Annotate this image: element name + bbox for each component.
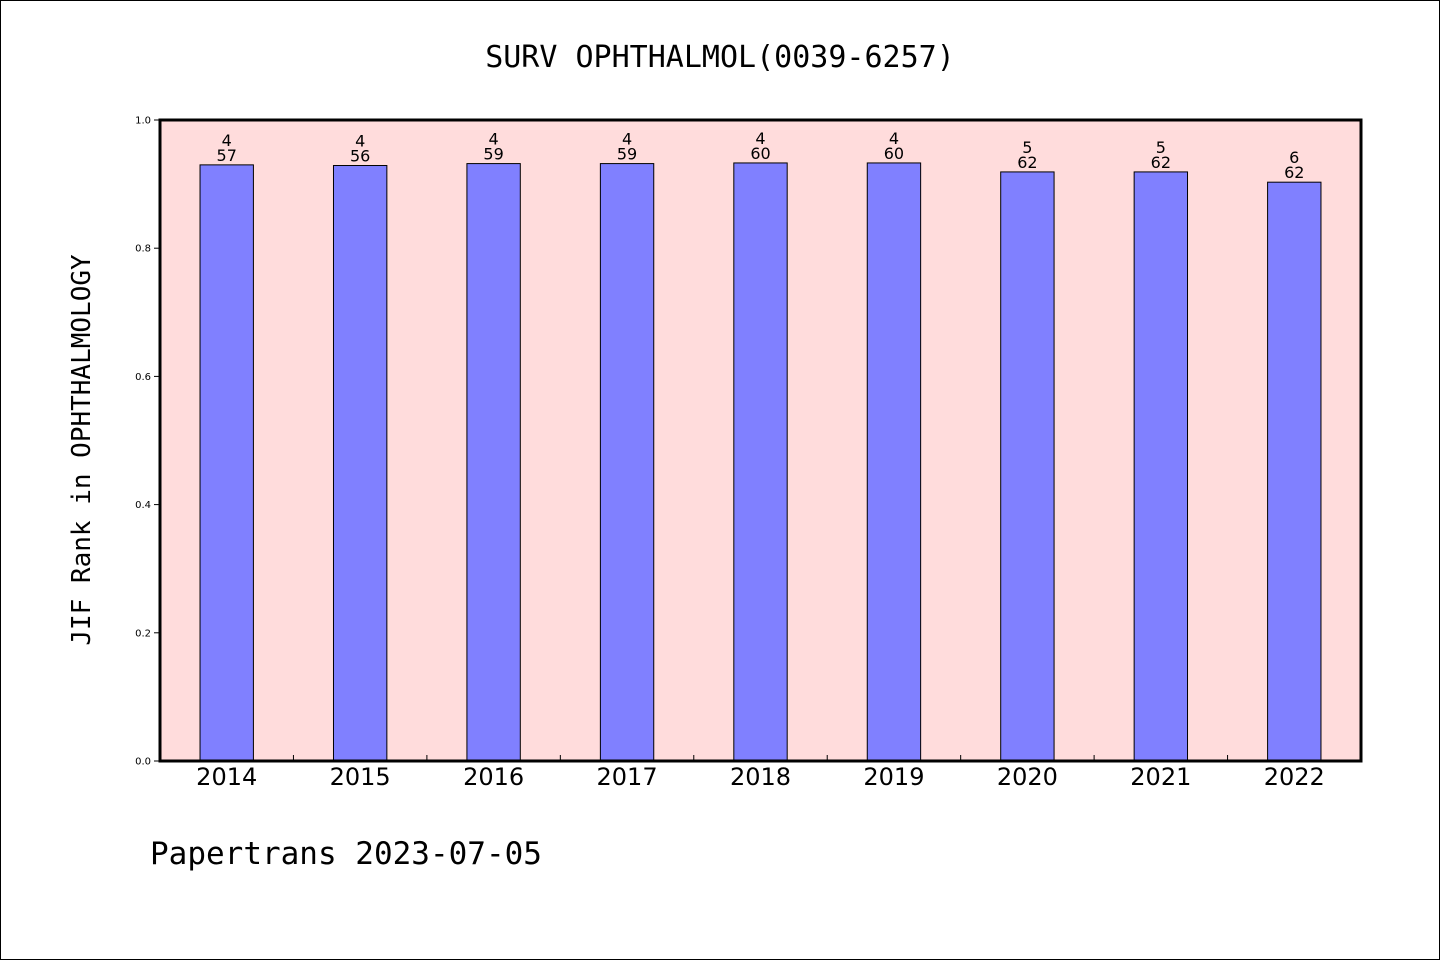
bar-rank-label: 4 [889,129,899,148]
y-tick-label: 0.2 [135,628,151,639]
x-tick-label: 2015 [330,763,391,791]
bar-2018 [733,162,788,762]
bar-rank-label: 4 [355,132,365,151]
bar-total-label: 60 [884,144,904,163]
bar-2020 [1000,171,1055,762]
plot-border [158,118,1363,763]
bar-rank-label: 4 [622,130,632,149]
bar-2017 [599,163,655,762]
x-tick-label: 2021 [1130,763,1191,791]
bar-2019 [866,162,922,762]
bars-group [199,162,1322,762]
x-tick-label: 2018 [730,763,791,791]
bar-2022 [1267,181,1322,762]
bar-total-label: 60 [750,144,770,163]
x-tick-label: 2017 [597,763,658,791]
bar-rank-label: 4 [755,129,765,148]
x-tick-label: 2016 [463,763,524,791]
x-tick-label: 2022 [1264,763,1325,791]
bar-rank-label: 6 [1289,148,1299,167]
y-axis-label: JIF Rank in OPHTHALMOLOGY [67,254,97,646]
bar-rank-label: 4 [222,131,232,150]
x-tick-label: 2019 [863,763,924,791]
y-tick-label: 1.0 [135,116,151,127]
bar-total-label: 62 [1284,163,1304,182]
bar-total-label: 56 [350,147,370,166]
bar-total-label: 59 [617,145,637,164]
bar-2016 [466,163,521,762]
bar-total-label: 57 [217,146,237,165]
y-tick-label: 0.6 [135,372,151,383]
y-tick-label: 0.4 [135,500,151,511]
bar-rank-label: 5 [1022,138,1032,157]
bar-total-label: 62 [1151,153,1171,172]
bar-2015 [332,165,388,762]
y-tick-label: 0.0 [135,757,151,768]
x-tick-label: 2014 [196,763,257,791]
chart-title: SURV OPHTHALMOL(0039-6257) [485,40,955,75]
bar-2014 [199,164,254,762]
bar-total-label: 62 [1017,153,1037,172]
bar-total-label: 59 [483,145,503,164]
bar-rank-label: 4 [489,130,499,149]
y-tick-label: 0.8 [135,244,151,255]
bar-labels: 4572014456201545920164592017460201846020… [196,129,1325,791]
x-tick-label: 2020 [997,763,1058,791]
bar-rank-label: 5 [1156,138,1166,157]
footer-text: Papertrans 2023-07-05 [150,836,542,872]
bar-2021 [1133,171,1189,762]
